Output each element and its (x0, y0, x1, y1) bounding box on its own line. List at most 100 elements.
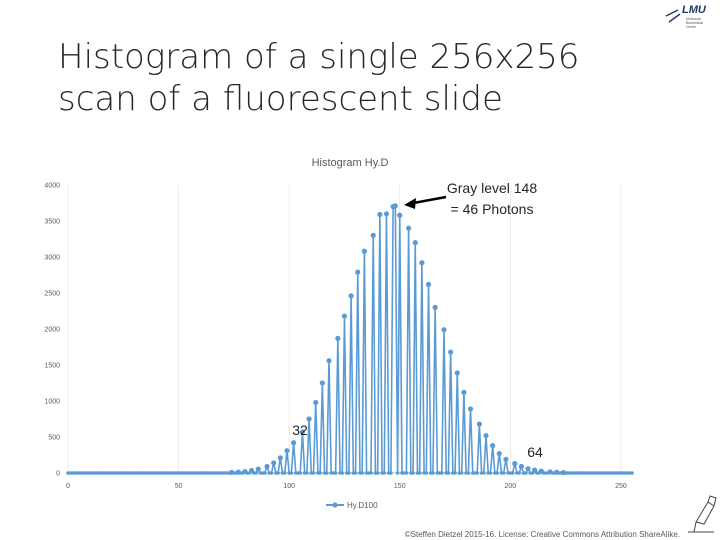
annotation-64: 64 (527, 444, 543, 460)
data-point (411, 471, 415, 475)
logo-sub-text-1: Molecular (686, 17, 702, 21)
data-point (446, 471, 451, 475)
y-tick-label: 3500 (44, 219, 60, 226)
data-point (476, 421, 482, 427)
data-point (495, 471, 499, 475)
data-point (431, 471, 435, 475)
data-point (524, 471, 528, 475)
microscope-sketch-icon (688, 495, 717, 533)
data-point (291, 440, 297, 446)
data-point (254, 471, 258, 475)
y-tick-label: 4000 (44, 183, 60, 190)
data-point (406, 225, 412, 231)
data-point (370, 232, 376, 238)
data-point (441, 327, 447, 333)
slide-title: Histogram of a single 256x256 scan of a … (58, 36, 658, 120)
data-point (392, 203, 398, 209)
y-tick-label: 2500 (44, 291, 60, 298)
data-point (395, 471, 400, 475)
data-point (448, 349, 454, 355)
annotations: Gray level 148 = 46 Photons 32 64 (292, 180, 543, 460)
data-point (459, 471, 464, 475)
data-point (361, 248, 367, 254)
data-point (340, 471, 345, 475)
data-point (318, 471, 322, 475)
x-tick-label: 200 (505, 483, 517, 490)
legend: Hy.D100 (326, 501, 378, 510)
data-point (333, 471, 338, 475)
data-point (289, 471, 294, 475)
data-point (404, 471, 409, 475)
y-tick-label: 500 (48, 435, 60, 442)
x-tick-label: 50 (175, 483, 183, 490)
data-point (419, 260, 425, 266)
data-point (501, 471, 506, 475)
data-point (324, 471, 329, 475)
data-point (397, 212, 403, 218)
data-point (298, 471, 303, 475)
data-point (389, 471, 393, 475)
logo-main-text: LMU (682, 4, 707, 16)
data-point (269, 471, 274, 475)
data-point (263, 471, 267, 475)
data-point (439, 471, 444, 475)
logo-sub-text-3: Center (686, 25, 697, 29)
data-point (311, 471, 316, 475)
data-point (341, 313, 348, 319)
data-point (276, 471, 280, 475)
chart-title: Histogram Hy.D (312, 157, 389, 169)
data-point (518, 463, 525, 470)
logo-swoosh-icon (665, 9, 681, 23)
data-point (319, 380, 325, 386)
data-point (313, 399, 319, 406)
data-point (503, 456, 509, 462)
slide-title-line-2: scan of a fluorescent slide (58, 79, 503, 119)
data-point (277, 455, 283, 461)
legend-marker (332, 502, 338, 508)
data-point (496, 450, 502, 457)
logo-sub-text-2: Biomedical (686, 21, 703, 25)
data-point (353, 471, 358, 475)
data-point (383, 211, 390, 217)
data-point (377, 211, 383, 218)
y-tick-label: 1000 (44, 399, 60, 406)
y-tick-label: 2000 (44, 327, 60, 334)
data-point (517, 471, 521, 475)
data-point (490, 443, 496, 449)
data-point (382, 471, 387, 475)
data-point (475, 471, 479, 475)
data-point (488, 471, 493, 475)
data-point (432, 304, 438, 310)
annotation-gray-level-line-2: = 46 Photons (451, 201, 534, 217)
annotation-arrowhead-icon (404, 198, 416, 209)
series-hyd100 (66, 203, 634, 476)
data-point (375, 471, 380, 475)
data-point (466, 471, 471, 475)
y-tick-label: 3000 (44, 255, 60, 262)
data-point (347, 471, 351, 475)
data-point (417, 471, 422, 475)
series-line (68, 205, 632, 474)
annotation-gray-level-line-1: Gray level 148 (447, 180, 537, 196)
data-point (348, 293, 354, 299)
data-point (355, 269, 361, 275)
legend-label: Hy.D100 (347, 501, 378, 510)
data-point (282, 471, 287, 475)
data-point (454, 370, 460, 376)
data-point (424, 471, 429, 475)
data-point (453, 471, 457, 475)
data-point (284, 448, 290, 454)
data-point (369, 471, 373, 475)
y-tick-label: 1500 (44, 363, 60, 370)
data-point (271, 460, 277, 466)
data-point (306, 416, 312, 422)
data-point (335, 335, 341, 341)
copyright-footer: ©Steffen Dietzel 2015-16. License: Creat… (404, 530, 680, 539)
y-tick-label: 0 (56, 471, 60, 478)
x-tick-label: 0 (66, 483, 70, 490)
x-tick-label: 250 (615, 483, 627, 490)
data-point (425, 281, 432, 287)
data-point (326, 358, 332, 364)
data-point (467, 406, 474, 412)
